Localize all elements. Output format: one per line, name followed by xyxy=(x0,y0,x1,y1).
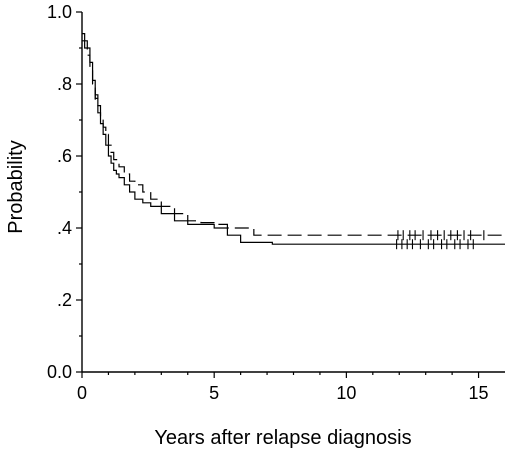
y-tick-label: .6 xyxy=(57,146,72,166)
survival-curves xyxy=(82,33,505,250)
y-tick-label: 1.0 xyxy=(47,2,72,22)
x-axis: 0 5 10 15 xyxy=(77,371,505,403)
y-axis: 0.0 .2 .4 .6 .8 1.0 xyxy=(47,2,83,382)
x-tick-label: 10 xyxy=(336,383,356,403)
survival-curve-dashed xyxy=(82,40,505,236)
survival-curve-solid xyxy=(82,33,505,245)
x-axis-title: Years after relapse diagnosis xyxy=(154,427,411,449)
y-tick-label: .4 xyxy=(57,218,72,238)
y-tick-label: .2 xyxy=(57,290,72,310)
x-tick-label: 0 xyxy=(77,383,87,403)
y-tick-label: 0.0 xyxy=(47,362,72,382)
x-tick-label: 15 xyxy=(469,383,489,403)
y-axis-title: Probability xyxy=(5,140,27,233)
x-tick-label: 5 xyxy=(209,383,219,403)
y-tick-label: .8 xyxy=(57,74,72,94)
